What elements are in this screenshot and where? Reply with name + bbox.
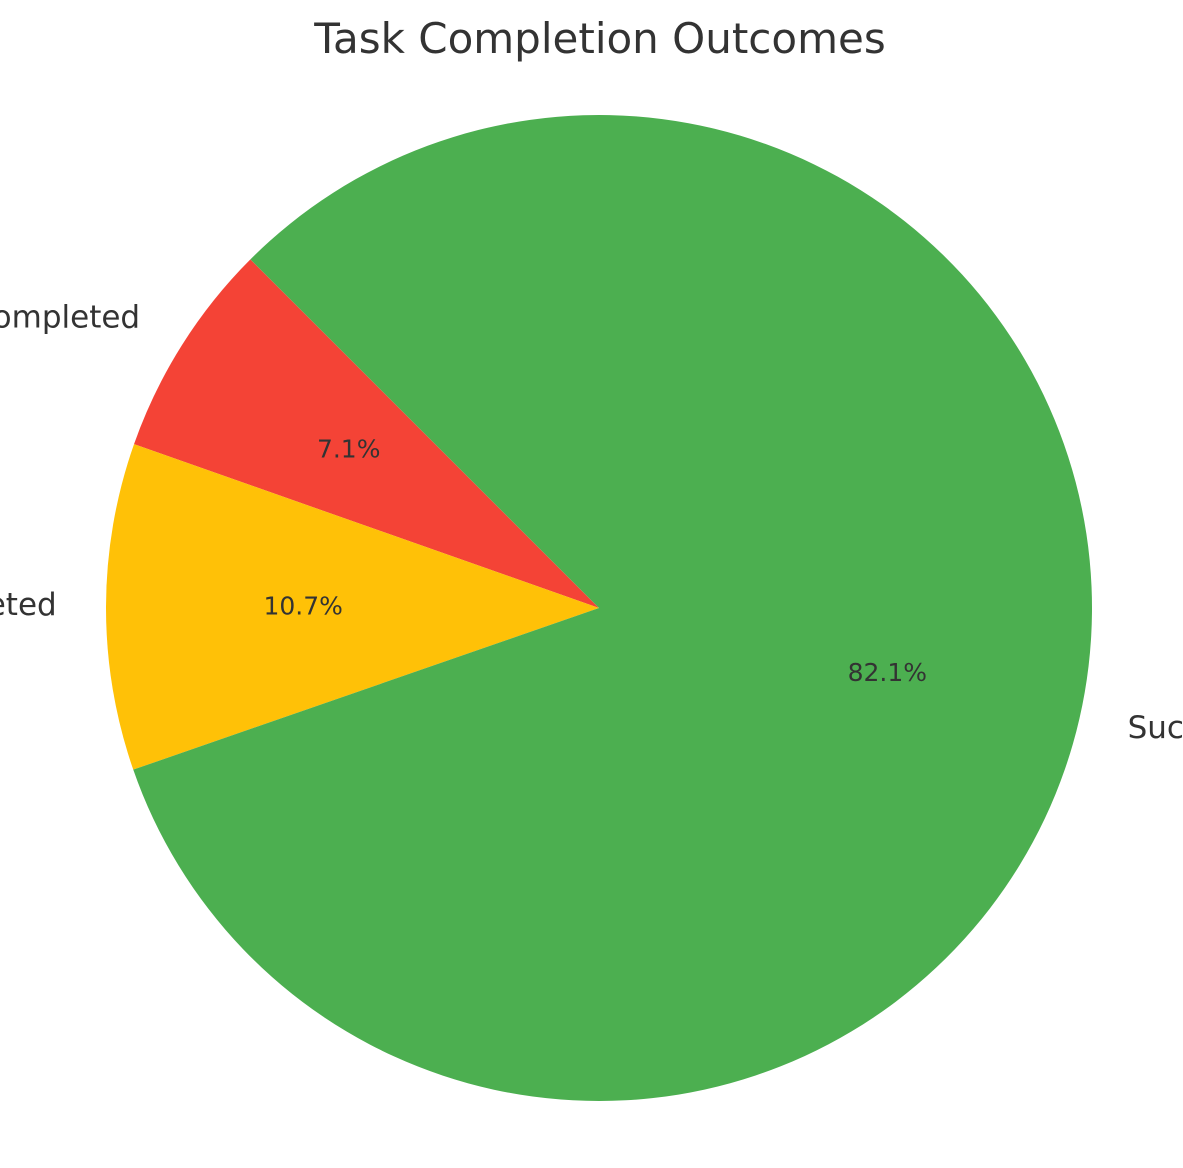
pie-slices [105, 115, 1092, 1102]
pie-slice-successfully-completed [133, 115, 1092, 1102]
slice-label-not-completed: Not Completed [0, 300, 140, 336]
slice-percent-not-completed: 7.1% [317, 434, 381, 463]
slice-label-partially-completed: Partially Completed [0, 587, 57, 623]
pie-labels: Not Completed 7.1% Partially Completed 10.7… [0, 300, 1183, 746]
pie-slice-not-completed [134, 259, 599, 608]
slice-percent-partially-completed: 10.7% [263, 591, 342, 620]
slice-label-successfully-completed: Successfully Completed [1128, 710, 1183, 746]
chart-title: Task Completion Outcomes [313, 14, 885, 63]
pie-slice-partially-completed [105, 444, 600, 770]
slice-percent-successfully-completed: 82.1% [848, 658, 927, 687]
